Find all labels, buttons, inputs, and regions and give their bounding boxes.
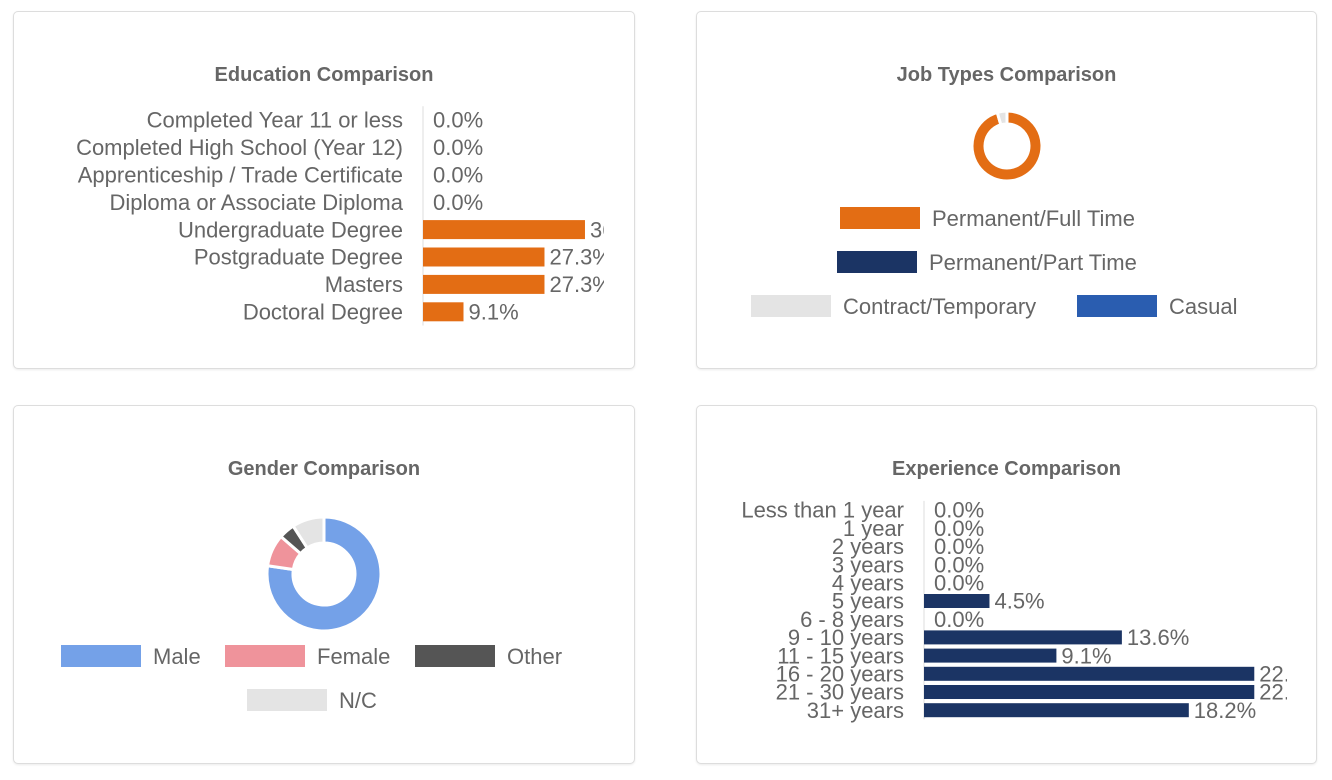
data-label: 0.0% xyxy=(934,534,984,559)
category-label: Apprenticeship / Trade Certificate xyxy=(78,163,403,188)
legend-swatch xyxy=(225,645,305,667)
category-label: 5 years xyxy=(832,589,904,614)
data-label: 4.5% xyxy=(994,589,1044,614)
legend-label: Other xyxy=(507,644,562,669)
legend-label: Permanent/Full Time xyxy=(932,206,1135,231)
category-label: Completed Year 11 or less xyxy=(147,108,403,133)
legend-label: N/C xyxy=(339,688,377,713)
data-label: 0.0% xyxy=(934,607,984,632)
category-label: 9 - 10 years xyxy=(788,625,904,650)
category-label: 4 years xyxy=(832,571,904,596)
jobtypes-card: Job Types Comparison Permanent/Full Time… xyxy=(696,11,1317,369)
legend-label: Permanent/Part Time xyxy=(929,250,1137,275)
gender-card: Gender Comparison Male Female Other N/C xyxy=(13,405,635,764)
data-label: 36.4% xyxy=(590,217,652,242)
gender-title: Gender Comparison xyxy=(227,458,421,480)
category-label: Masters xyxy=(325,272,403,297)
data-label: 22.7% xyxy=(1259,680,1321,705)
category-label: 11 - 15 years xyxy=(777,643,904,668)
data-label: 27.3% xyxy=(549,245,611,270)
education-title: Education Comparison xyxy=(214,64,434,86)
legend-swatch xyxy=(837,251,917,273)
legend-swatch xyxy=(247,689,327,711)
experience-chart: 0.0%0.0%0.0%0.0%0.0%4.5%0.0%13.6%9.1%22.… xyxy=(741,498,1287,723)
bar xyxy=(423,220,585,240)
category-label: 21 - 30 years xyxy=(776,680,904,705)
legend-swatch xyxy=(1077,295,1157,317)
bars: 0.0%0.0%0.0%0.0%36.4%27.3%27.3%9.1% xyxy=(423,108,652,325)
donut-slice xyxy=(970,109,1044,183)
bar xyxy=(924,685,1255,699)
bar xyxy=(423,302,464,322)
legend-label: Casual xyxy=(1169,294,1237,319)
data-label: 22.7% xyxy=(1259,662,1321,687)
data-label: 13.6% xyxy=(1127,625,1189,650)
category-label: 16 - 20 years xyxy=(776,662,904,687)
bar xyxy=(924,703,1189,718)
data-label: 9.1% xyxy=(468,300,518,325)
category-label: 6 - 8 years xyxy=(800,607,904,632)
data-label: 27.3% xyxy=(549,272,611,297)
legend-swatch xyxy=(840,207,920,229)
data-label: 0.0% xyxy=(433,108,483,133)
gender-chart: Male Female Other N/C xyxy=(61,515,562,713)
bar xyxy=(924,666,1255,681)
legend-swatch xyxy=(415,645,495,667)
legend-label: Contract/Temporary xyxy=(843,294,1036,319)
bars: 0.0%0.0%0.0%0.0%0.0%4.5%0.0%13.6%9.1%22.… xyxy=(924,498,1321,723)
donut-slice xyxy=(291,515,326,551)
category-label: Postgraduate Degree xyxy=(194,245,403,270)
legend-swatch xyxy=(61,645,141,667)
data-label: 0.0% xyxy=(934,552,984,577)
education-card: Education Comparison 0.0% 0.0% 0.0% 0.0% 36.… xyxy=(13,11,635,369)
jobtypes-chart: Permanent/Full Time Permanent/Part Time Co… xyxy=(751,109,1237,319)
category-label: 2 years xyxy=(832,534,904,559)
data-label: 0.0% xyxy=(433,135,483,160)
category-label: 1 year xyxy=(843,516,904,541)
bar xyxy=(423,274,545,294)
jobtypes-title: Job Types Comparison xyxy=(896,64,1117,86)
bar xyxy=(423,247,545,267)
experience-card: Experience Comparison 0.0% 0.0% 0.0% 0.0% 0.… xyxy=(696,405,1317,764)
donut-slice xyxy=(265,515,383,633)
category-label: Doctoral Degree xyxy=(243,300,403,325)
legend-label: Female xyxy=(317,644,390,669)
data-label: 0.0% xyxy=(934,516,984,541)
donut-slice xyxy=(995,109,1009,127)
bar xyxy=(924,648,1057,663)
category-label: Undergraduate Degree xyxy=(178,217,403,242)
bar xyxy=(924,594,990,608)
category-label: 3 years xyxy=(832,552,904,577)
data-label: 0.0% xyxy=(934,498,984,523)
experience-title: Experience Comparison xyxy=(892,458,1121,480)
data-label: 0.0% xyxy=(934,571,984,596)
data-label: 18.2% xyxy=(1194,698,1256,723)
legend-swatch xyxy=(751,295,831,317)
data-label: 0.0% xyxy=(433,190,483,215)
bar xyxy=(924,630,1122,645)
category-label: Completed High School (Year 12) xyxy=(76,135,403,160)
education-chart: 0.0%0.0%0.0%0.0%36.4%27.3%27.3%9.1%Compl… xyxy=(76,106,604,326)
data-label: 9.1% xyxy=(1061,643,1111,668)
legend-label: Male xyxy=(153,644,201,669)
category-label: Less than 1 year xyxy=(741,498,904,523)
category-label: 31+ years xyxy=(807,698,904,723)
category-label: Diploma or Associate Diploma xyxy=(110,190,404,215)
data-label: 0.0% xyxy=(433,163,483,188)
